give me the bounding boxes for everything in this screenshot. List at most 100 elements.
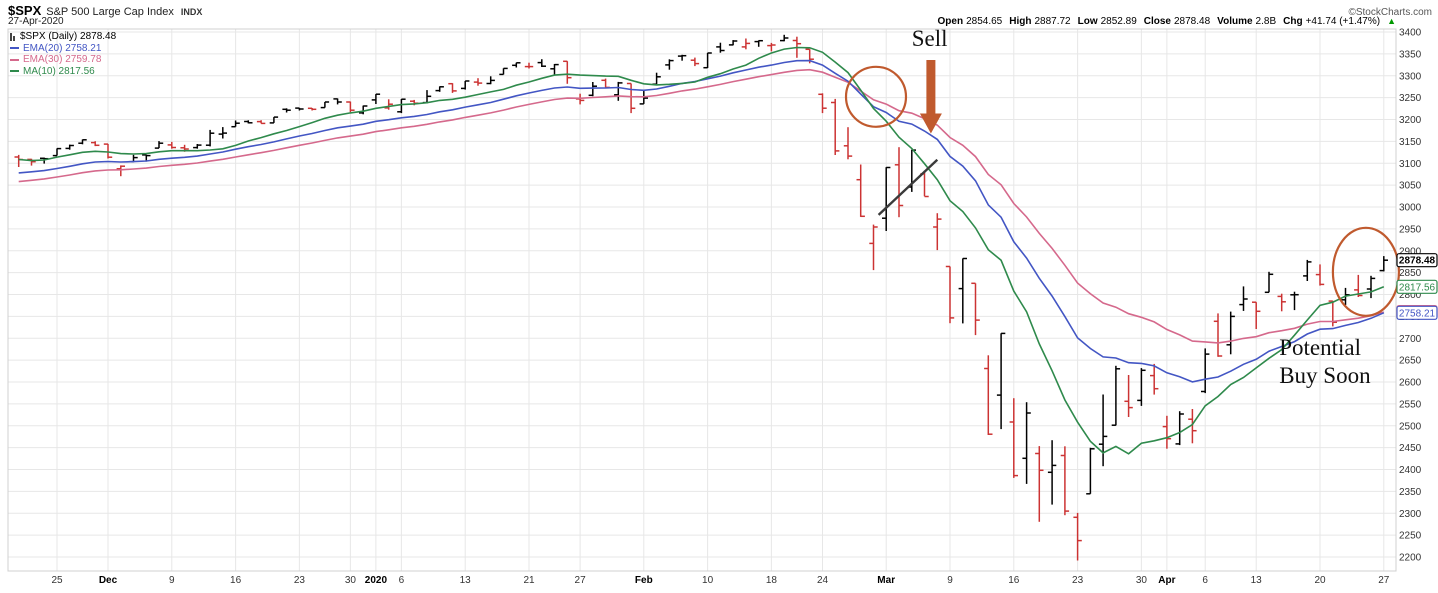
y-axis-label: 2200 (1399, 553, 1422, 564)
x-axis-label: 23 (294, 575, 306, 586)
ohlc-bar (193, 144, 202, 149)
ohlc-bar (716, 42, 725, 53)
y-axis-label: 3150 (1399, 137, 1422, 148)
ohlc-bar (524, 62, 534, 69)
ohlc-bar (371, 93, 381, 104)
ohlc-bar (1379, 256, 1388, 272)
ohlc-bar (1009, 398, 1018, 478)
annotations: Sell Potential Buy Soon (844, 26, 1401, 388)
y-axis-label: 2350 (1399, 487, 1422, 498)
ohlc-bar (1098, 394, 1108, 467)
ohlc-bar (359, 105, 368, 115)
ohlc-bar (397, 98, 406, 114)
x-axis-label: 9 (947, 575, 953, 586)
ohlc-bar (1213, 313, 1223, 357)
y-axis-label: 2250 (1399, 531, 1422, 542)
x-axis-label: 6 (399, 575, 405, 586)
y-axis-label: 2500 (1399, 421, 1422, 432)
quote-label-high: High (1009, 16, 1032, 27)
y-axis-label: 2600 (1399, 378, 1422, 389)
x-axis-label: 25 (51, 575, 63, 586)
x-axis-label: 24 (817, 575, 829, 586)
ohlc-bar (831, 98, 840, 155)
y-axis-labels: 2200 2250 2300 2350 2400 2450 2500 2550 2600 2650… (1399, 28, 1422, 564)
ohlc-bar (1188, 409, 1197, 444)
ohlc-bar (869, 224, 878, 271)
overlay-lines (18, 46, 1385, 455)
ohlc-bar (1315, 264, 1325, 286)
price-bars (14, 34, 1388, 561)
x-axis-label: 20 (1314, 575, 1326, 586)
x-axis-label: 23 (1072, 575, 1084, 586)
legend-main-row: $SPX (Daily) 2878.48 (10, 31, 116, 43)
quote-value-open: 2854.65 (966, 16, 1003, 27)
ohlc-bar (1124, 375, 1133, 417)
change-up-triangle-icon: ▲ (1387, 16, 1396, 26)
x-axis-label: 13 (1251, 575, 1263, 586)
x-axis-label: 27 (575, 575, 587, 586)
ohlc-bar (933, 213, 942, 251)
ohlc-bar (461, 80, 470, 90)
ohlc-bar (588, 82, 597, 97)
x-axis-labels: 25 Dec 9 16 23 30 2020 6 13 21 27 Feb 10 18 24 Mar 9 16 23… (51, 575, 1389, 586)
x-axis-label: 2020 (365, 575, 388, 586)
quote-label-low: Low (1077, 16, 1098, 27)
ohlc-bar (626, 82, 636, 114)
chart-header-line2: 27-Apr-2020 Open 2854.65 High 2887.72 Low 285… (8, 16, 1396, 27)
y-axis-label: 2300 (1399, 509, 1422, 520)
ohlc-bar (550, 63, 559, 75)
quote-label-close: Close (1143, 16, 1171, 27)
quote-summary: Open 2854.65 High 2887.72 Low 2852.89 Close 287… (938, 16, 1396, 27)
ohlc-bar (563, 60, 572, 84)
ma10-label-box (1396, 279, 1438, 294)
ohlc-bar (154, 141, 164, 149)
chart-legend: $SPX (Daily) 2878.48 EMA(20) 2758.21 EMA(3… (10, 31, 116, 77)
ema20-label-box (1396, 305, 1438, 320)
ohlc-bar (1303, 259, 1312, 281)
ohlc-bar (473, 78, 483, 86)
ohlc-bar (1277, 293, 1286, 312)
potential-buy-label: Potential Buy Soon (1279, 335, 1371, 388)
ema30-line (18, 68, 1385, 344)
y-axis-label: 2450 (1399, 443, 1422, 454)
sell-arrow-icon (919, 60, 942, 134)
quote-value-close: 2878.48 (1174, 16, 1211, 27)
chart-title: $SPX S&P 500 Large Cap Index INDX (8, 3, 202, 18)
ohlc-bar (205, 129, 215, 147)
ohlc-bar (894, 147, 904, 218)
ohlc-bar (971, 282, 980, 336)
x-axis-label: 10 (702, 575, 714, 586)
ema20-label-text: 2758.21 (1399, 308, 1436, 319)
ohlc-bar (346, 101, 355, 113)
x-axis-label: Feb (635, 575, 653, 586)
ohlc-bar (1060, 446, 1070, 516)
ohlc-bar (435, 86, 444, 92)
ma10-line (18, 46, 1385, 455)
copyright-text: ©StockCharts.com (1348, 7, 1432, 18)
ohlc-bar (1201, 348, 1210, 394)
legend-main-label: $SPX (Daily) 2878.48 (20, 31, 117, 42)
x-axis-label: 9 (169, 575, 175, 586)
legend-overlay-row: EMA(20) 2758.21 (10, 43, 116, 55)
gridlines (8, 29, 1396, 571)
sell-label: Sell (912, 26, 948, 51)
x-axis-label: 16 (1008, 575, 1020, 586)
y-axis-label: 2650 (1399, 356, 1422, 367)
y-axis-label: 3400 (1399, 28, 1422, 39)
ohlc-bar (65, 144, 74, 150)
ohlc-bar (741, 38, 751, 50)
legend-overlay-row: MA(10) 2817.56 (10, 66, 116, 78)
ohlc-bar (728, 40, 738, 46)
y-axis-label: 2850 (1399, 268, 1422, 279)
y-axis-label: 3100 (1399, 159, 1422, 170)
ohlc-bar (1175, 411, 1184, 446)
quote-value-volume: 2.8B (1255, 16, 1277, 27)
trendline (877, 158, 939, 216)
ma-crossover-circle (844, 65, 908, 128)
ohlc-bar (499, 67, 508, 76)
ohlc-bar (614, 81, 623, 101)
x-axis-label: Mar (877, 575, 895, 586)
y-axis-label: 3200 (1399, 115, 1422, 126)
